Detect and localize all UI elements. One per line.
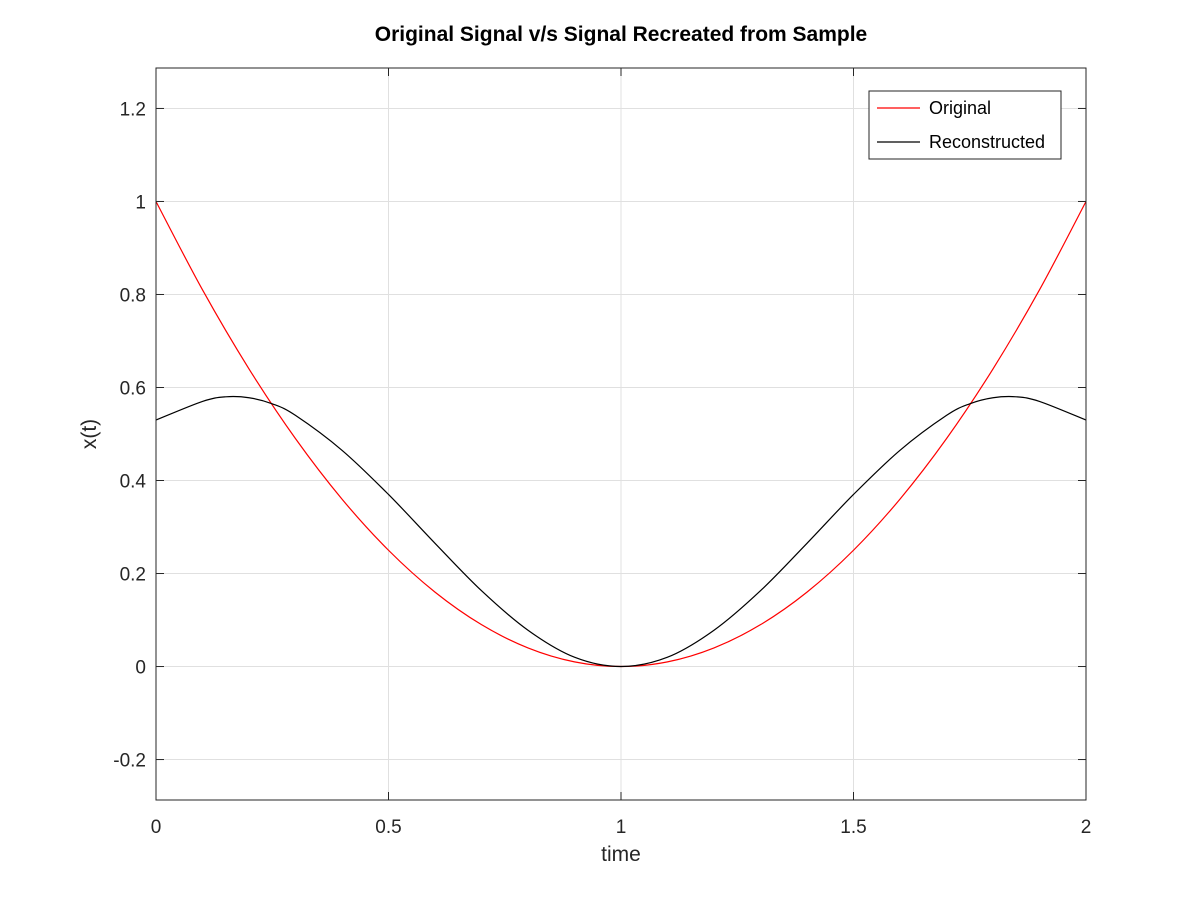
y-tick-label: 0.2 — [120, 565, 146, 586]
y-tick-label: 1 — [135, 192, 146, 213]
ticks: 0 0.5 1 1.5 2 -0.2 0 0.2 0.4 0.6 0.8 1 1.2 — [113, 68, 1091, 838]
y-tick-label: 0.4 — [120, 472, 147, 493]
legend: Original Reconstructed — [868, 90, 1062, 160]
y-tick-label: -0.2 — [113, 751, 146, 772]
x-tick-label: 2 — [1081, 817, 1092, 838]
chart-title: Original Signal v/s Signal Recreated fro… — [375, 23, 868, 46]
series-layer — [155, 201, 1087, 668]
legend-entry-label: Original — [929, 98, 991, 118]
y-tick-label: 1.2 — [120, 99, 146, 120]
y-tick-label: 0.6 — [120, 378, 146, 399]
y-axis-label: x(t) — [78, 419, 101, 449]
grid — [155, 68, 1087, 800]
x-tick-label: 1.5 — [840, 817, 866, 838]
x-tick-label: 1 — [616, 817, 627, 838]
x-tick-label: 0 — [151, 817, 162, 838]
x-tick-label: 0.5 — [375, 817, 401, 838]
x-axis-label: time — [601, 843, 641, 866]
legend-entry-label: Reconstructed — [929, 132, 1045, 152]
series-line-reconstructed — [155, 395, 1087, 668]
legend-box — [868, 90, 1062, 160]
y-tick-label: 0 — [135, 658, 146, 679]
y-tick-label: 0.8 — [120, 285, 146, 306]
